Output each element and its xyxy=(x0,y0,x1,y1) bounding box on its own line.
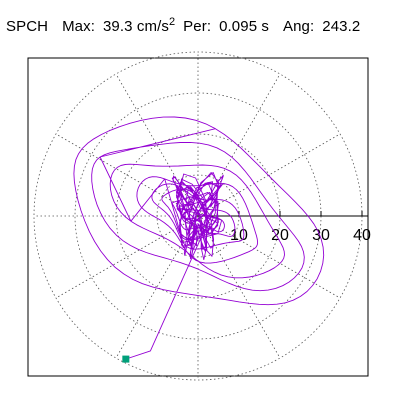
grid-spoke-300 xyxy=(197,215,281,359)
grid-spoke-210 xyxy=(55,215,199,299)
radial-tick-label-40: 40 xyxy=(353,227,371,244)
ang-label: Ang: xyxy=(283,18,315,35)
grid-spoke-240 xyxy=(115,215,199,359)
max-unit-exponent: 2 xyxy=(168,16,176,28)
motion-trace xyxy=(73,116,325,360)
trace-path xyxy=(73,116,325,360)
per-value: 0.095 s xyxy=(219,18,269,35)
radial-tick-label-20: 20 xyxy=(271,227,289,244)
grid-spoke-30 xyxy=(197,133,341,217)
grid-spoke-150 xyxy=(55,133,199,217)
station-code: SPCH xyxy=(6,18,49,35)
ang-value: 243.2 xyxy=(322,18,361,35)
grid-spoke-120 xyxy=(115,73,199,217)
max-unit: cm/s xyxy=(136,18,169,35)
end-point-marker xyxy=(122,355,130,363)
radial-axis: 10 20 30 40 xyxy=(198,211,371,244)
grid-spoke-330 xyxy=(197,215,341,299)
grid-spoke-60 xyxy=(197,73,281,217)
max-label: Max: xyxy=(62,18,95,35)
radial-tick-label-30: 30 xyxy=(312,227,330,244)
chart-header: SPCH Max: 39.3 cm/s2 Per: 0.095 s Ang: 243.2 xyxy=(6,16,361,36)
marker-layer xyxy=(122,355,130,363)
max-value: 39.3 xyxy=(102,18,133,35)
per-label: Per: xyxy=(183,18,212,35)
